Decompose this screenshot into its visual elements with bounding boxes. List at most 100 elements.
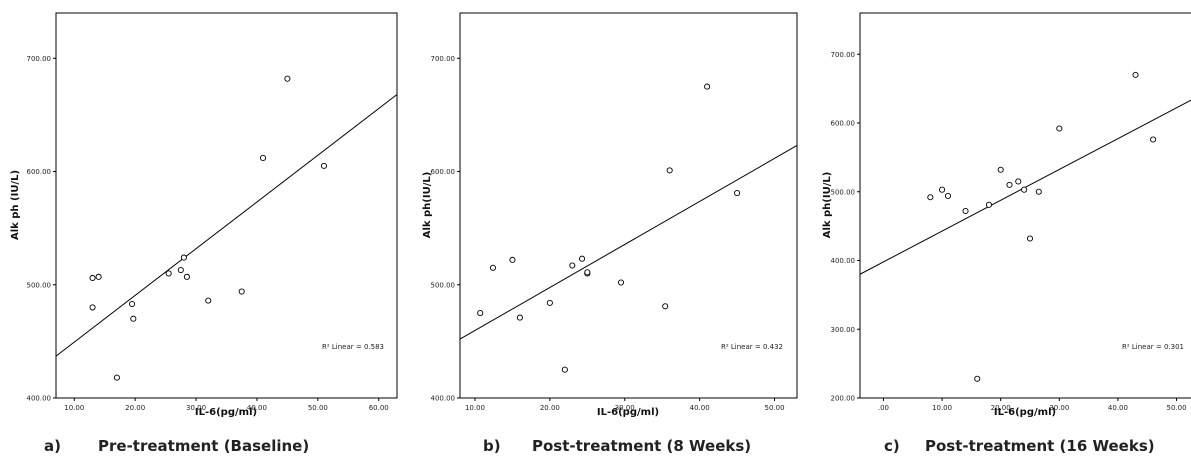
data-point-a-4 [129,300,136,308]
data-point-b-6 [569,262,576,269]
fit-line-a [55,94,398,357]
y-tick-label-c-1: 300.00 [831,326,856,334]
y-tick-label-a-1: 500.00 [27,281,52,289]
fit-line-c [859,99,1191,275]
data-point-c-14 [1150,136,1157,143]
data-point-a-14 [320,162,327,169]
fit-line-layer-c [859,99,1191,275]
data-point-a-2 [95,273,102,280]
y-tick-label-c-5: 700.00 [831,51,856,59]
x-tick-labels-a: 10.00 20.00 30.00 40.00 50.00 60.00 [64,398,389,412]
caption-letter-c: c) [884,437,900,455]
y-tick-label-c-2: 400.00 [831,257,856,265]
data-point-c-0 [927,194,934,201]
x-tick-label-c-2: 20.00 [991,404,1011,412]
points-layer-a [89,75,327,381]
y-tick-label-a-0: 400.00 [27,395,52,403]
data-point-b-10 [617,279,625,286]
data-point-c-5 [985,201,993,208]
data-point-b-1 [489,264,497,271]
data-point-b-11 [662,303,669,310]
data-point-a-13 [284,75,291,82]
y-axis-title-c: Alk ph(IU/L) [822,172,833,239]
caption-title-b: Post-treatment (8 Weeks) [532,437,751,455]
data-point-a-10 [205,297,212,304]
x-tick-label-c-3: 30.00 [1049,404,1069,412]
x-tick-labels-c: .00 10.00 20.00 30.00 40.00 50.00 [878,398,1187,412]
x-axis-title-b: IL-6(pg/ml) [597,407,659,418]
y-tick-label-b-1: 500.00 [431,281,456,289]
y-tick-label-c-4: 600.00 [831,120,856,128]
x-tick-label-a-5: 60.00 [369,404,389,412]
y-tick-label-b-0: 400.00 [431,395,456,403]
x-axis-title-c: IL-6(pg/ml) [994,407,1056,418]
x-tick-label-a-2: 30.00 [186,404,206,412]
data-point-c-8 [1015,178,1022,185]
caption-title-a: Pre-treatment (Baseline) [98,437,309,455]
y-tick-labels-a: 400.00 500.00 600.00 700.00 [27,55,56,403]
data-point-b-14 [734,189,741,197]
data-point-a-9 [183,273,190,280]
caption-letter-b: b) [483,437,501,455]
x-axis-title-a: IL-6(pg/ml) [195,407,257,418]
points-layer-b [477,83,741,373]
data-point-b-13 [704,83,711,90]
data-point-a-7 [177,266,184,274]
data-point-c-9 [1021,186,1028,193]
data-point-a-1 [89,274,96,282]
y-tick-label-b-2: 600.00 [431,168,456,176]
r2-label-a: R² Linear = 0.583 [322,343,384,351]
plot-frame-c [859,12,1191,399]
y-axis-title-a: Alk ph (IU/L) [10,170,21,240]
data-point-a-0 [89,304,96,311]
y-tick-label-a-2: 600.00 [27,168,52,176]
y-tick-label-a-3: 700.00 [27,55,52,63]
data-point-c-13 [1132,71,1139,78]
data-point-b-4 [546,299,553,306]
x-tick-label-c-4: 40.00 [1108,404,1128,412]
plot-frame-a [55,12,398,399]
data-point-a-3 [113,374,120,381]
x-tick-labels-b: 10.00 20.00 30.00 40.00 50.00 [465,398,785,412]
data-point-c-1 [939,186,946,193]
x-tick-label-c-0: .00 [878,404,889,412]
data-point-c-3 [962,207,969,215]
x-tick-label-a-4: 50.00 [308,404,328,412]
data-point-b-5 [561,366,568,373]
x-tick-label-c-1: 10.00 [932,404,952,412]
data-point-c-7 [1006,181,1013,188]
data-point-c-4 [974,375,981,382]
data-point-a-12 [259,154,267,161]
data-point-b-7 [579,255,586,262]
y-tick-label-b-3: 700.00 [431,55,456,63]
data-point-c-10 [1026,235,1034,242]
fit-line-b [459,145,798,340]
data-point-b-12 [666,167,673,174]
caption-title-c: Post-treatment (16 Weeks) [925,437,1155,455]
data-point-a-6 [165,270,172,277]
data-point-c-12 [1056,125,1063,132]
y-tick-label-c-3: 500.00 [831,188,856,196]
data-point-c-11 [1035,188,1042,195]
data-point-c-6 [997,166,1004,173]
panel-a: 400.00 500.00 600.00 700.00 10.00 20.00 30.00… [10,12,398,455]
fit-line-layer-a [55,94,398,357]
caption-letter-a: a) [44,437,61,455]
y-axis-title-b: Alk ph(IU/L) [422,172,433,239]
points-layer-c [927,71,1157,382]
y-tick-labels-b: 400.00 500.00 600.00 700.00 [431,55,460,403]
x-tick-label-b-4: 50.00 [765,404,785,412]
x-tick-label-a-0: 10.00 [64,404,84,412]
x-tick-label-a-1: 20.00 [125,404,145,412]
x-tick-label-c-5: 50.00 [1167,404,1187,412]
x-tick-label-b-2: 30.00 [615,404,635,412]
panel-b: 400.00 500.00 600.00 700.00 10.00 20.00 30.00… [422,12,798,455]
data-point-a-8 [180,254,187,261]
x-tick-label-a-3: 40.00 [247,404,267,412]
data-point-a-11 [238,288,245,295]
plot-frame-b [459,12,798,399]
y-tick-label-c-0: 200.00 [831,395,856,403]
r2-label-c: R² Linear = 0.301 [1122,343,1184,351]
data-point-b-0 [477,310,484,317]
